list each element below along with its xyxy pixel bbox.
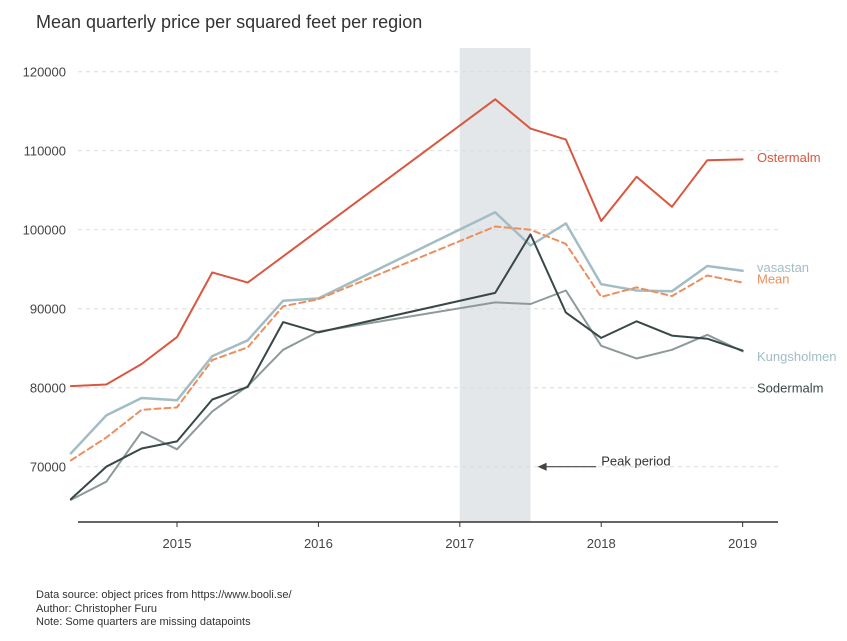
y-tick-label: 120000 bbox=[23, 65, 66, 80]
series-label-kungsholmen: Kungsholmen bbox=[757, 349, 837, 364]
series-line-kungsholmen bbox=[69, 289, 744, 501]
series-line-sodermalm bbox=[69, 233, 744, 501]
x-tick-label: 2015 bbox=[163, 536, 192, 551]
y-tick-label: 110000 bbox=[24, 144, 66, 159]
annotation-layer: Peak period bbox=[537, 454, 671, 471]
x-tick-label: 2017 bbox=[445, 536, 474, 551]
note-author: Author: Christopher Furu bbox=[36, 602, 158, 615]
note-missing-data: Note: Some quarters are missing datapoin… bbox=[36, 616, 251, 628]
highlight-band-layer bbox=[459, 48, 531, 522]
gridlines-layer: 70000 80000 90000 100000 110000 120000 bbox=[23, 65, 778, 475]
series-line-mean bbox=[69, 225, 744, 462]
annotation-arrowhead bbox=[537, 462, 547, 471]
x-tick-label: 2018 bbox=[587, 536, 616, 551]
x-axis-layer: 2015 2016 2017 2018 2019 bbox=[78, 521, 778, 551]
annotation-peak-period: Peak period bbox=[601, 454, 670, 469]
series-label-ostermalm: Ostermalm bbox=[757, 150, 821, 165]
series-line-vasastan bbox=[69, 211, 744, 455]
y-tick-label: 90000 bbox=[30, 302, 66, 317]
y-tick-label: 80000 bbox=[30, 381, 66, 396]
peak-period-band bbox=[459, 48, 531, 522]
series-label-sodermalm: Sodermalm bbox=[757, 381, 823, 396]
series-label-vasastan: vasastan bbox=[757, 260, 809, 275]
series-line-ostermalm bbox=[69, 98, 744, 388]
series-label-mean: Mean bbox=[757, 272, 790, 287]
y-tick-label: 70000 bbox=[30, 460, 66, 475]
series-layer bbox=[69, 98, 744, 501]
chart-title: Mean quarterly price per squared feet pe… bbox=[36, 12, 423, 32]
x-tick-label: 2016 bbox=[304, 536, 333, 551]
note-data-source: Data source: object prices from https://… bbox=[36, 589, 292, 601]
x-tick-label: 2019 bbox=[728, 536, 757, 551]
y-tick-label: 100000 bbox=[23, 223, 66, 238]
source-notes: Data source: object prices from https://… bbox=[36, 589, 292, 630]
